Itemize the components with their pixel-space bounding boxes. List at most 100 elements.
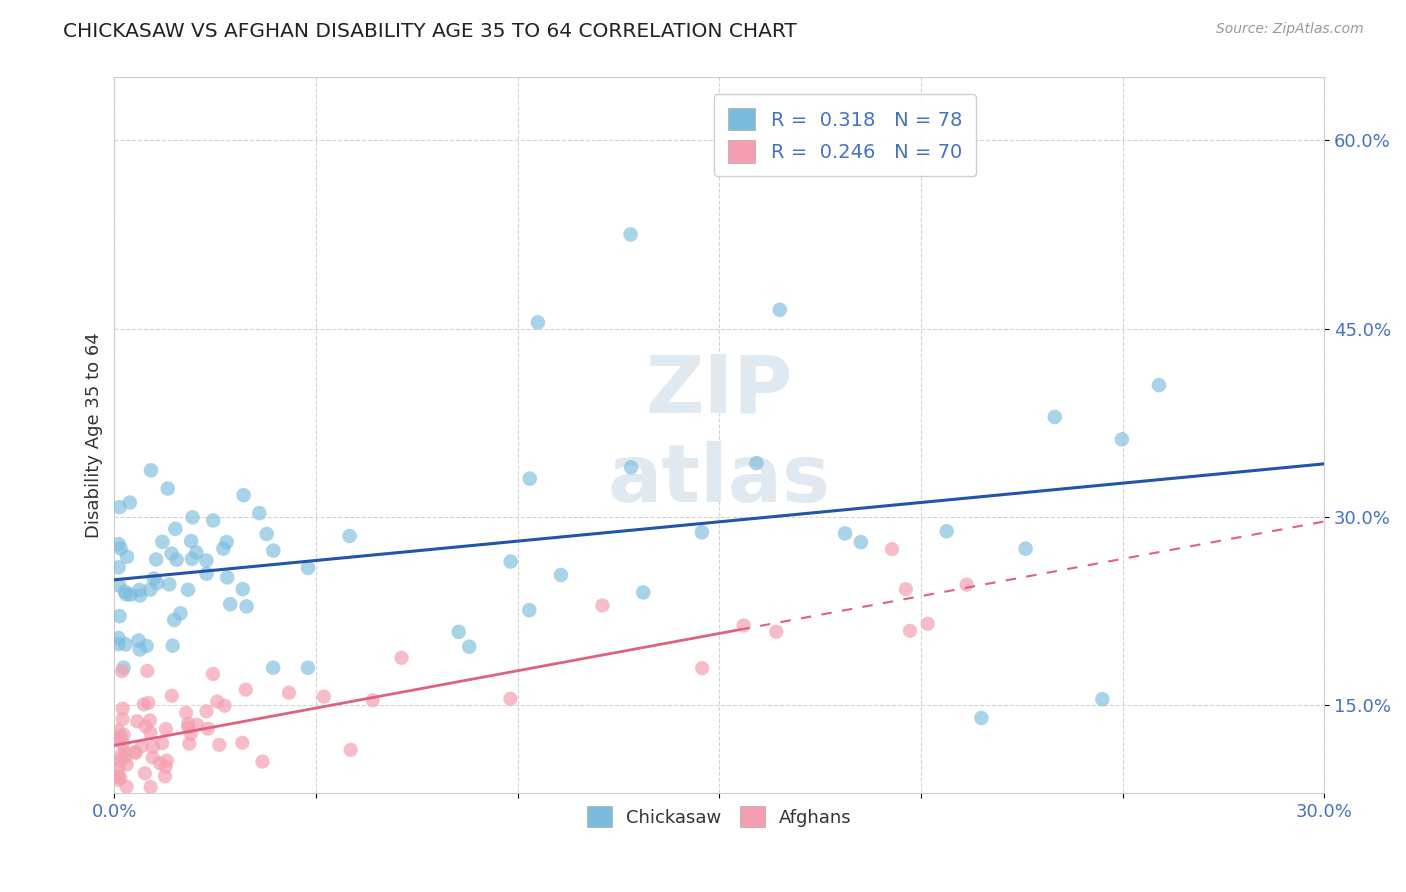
Point bbox=[110, 748, 132, 763]
Point bbox=[177, 720, 200, 734]
Point bbox=[447, 624, 470, 639]
Point bbox=[135, 639, 157, 653]
Point bbox=[142, 572, 165, 586]
Point bbox=[955, 577, 977, 591]
Point bbox=[156, 482, 179, 496]
Point bbox=[125, 714, 148, 729]
Point bbox=[232, 582, 254, 596]
Point bbox=[157, 577, 180, 591]
Point bbox=[195, 704, 218, 718]
Point bbox=[112, 728, 135, 742]
Point bbox=[197, 722, 219, 736]
Point bbox=[174, 706, 197, 720]
Point bbox=[180, 534, 202, 549]
Point bbox=[917, 616, 939, 631]
Point bbox=[970, 711, 993, 725]
Point bbox=[499, 555, 522, 569]
Point bbox=[177, 582, 200, 597]
Point bbox=[215, 535, 238, 549]
Point bbox=[894, 582, 917, 596]
Point bbox=[1091, 692, 1114, 706]
Point bbox=[110, 730, 132, 744]
Text: ZIP
atlas: ZIP atlas bbox=[607, 351, 831, 519]
Point bbox=[181, 510, 204, 524]
Point bbox=[278, 686, 301, 700]
Point bbox=[256, 527, 278, 541]
Point bbox=[115, 780, 138, 794]
Point bbox=[235, 682, 257, 697]
Point bbox=[232, 488, 254, 502]
Point bbox=[149, 756, 172, 771]
Point bbox=[235, 599, 257, 614]
Point bbox=[262, 661, 284, 675]
Point bbox=[155, 760, 177, 774]
Point bbox=[115, 587, 138, 601]
Point bbox=[252, 755, 274, 769]
Point bbox=[153, 769, 176, 783]
Point bbox=[142, 739, 165, 754]
Legend: Chickasaw, Afghans: Chickasaw, Afghans bbox=[579, 799, 859, 834]
Point bbox=[208, 738, 231, 752]
Point bbox=[519, 472, 541, 486]
Point bbox=[107, 760, 129, 774]
Point bbox=[339, 743, 361, 757]
Point bbox=[1043, 409, 1066, 424]
Point bbox=[136, 664, 159, 678]
Point bbox=[765, 624, 787, 639]
Point bbox=[163, 613, 186, 627]
Point bbox=[128, 633, 150, 648]
Point bbox=[834, 526, 856, 541]
Point bbox=[160, 689, 183, 703]
Point bbox=[186, 545, 208, 559]
Point bbox=[195, 553, 218, 567]
Point bbox=[107, 560, 129, 574]
Point bbox=[128, 582, 150, 597]
Text: Source: ZipAtlas.com: Source: ZipAtlas.com bbox=[1216, 22, 1364, 37]
Point bbox=[527, 315, 550, 329]
Point bbox=[132, 698, 155, 712]
Point bbox=[139, 780, 162, 794]
Point bbox=[107, 733, 129, 747]
Point bbox=[107, 769, 129, 783]
Point bbox=[247, 506, 270, 520]
Point bbox=[202, 513, 225, 527]
Point bbox=[129, 589, 152, 603]
Point bbox=[212, 541, 235, 556]
Point bbox=[134, 766, 156, 780]
Point bbox=[312, 690, 335, 704]
Point bbox=[108, 500, 131, 515]
Point bbox=[339, 529, 361, 543]
Point bbox=[517, 603, 540, 617]
Point bbox=[124, 746, 146, 760]
Point bbox=[156, 754, 179, 768]
Point bbox=[115, 549, 138, 564]
Point bbox=[769, 302, 792, 317]
Point bbox=[162, 639, 184, 653]
Point bbox=[131, 739, 153, 753]
Point bbox=[550, 568, 572, 582]
Point bbox=[195, 566, 218, 581]
Point bbox=[107, 723, 129, 738]
Point bbox=[186, 718, 208, 732]
Point bbox=[139, 714, 162, 728]
Point bbox=[139, 463, 162, 477]
Point bbox=[145, 552, 167, 566]
Point bbox=[155, 722, 177, 736]
Point bbox=[160, 547, 183, 561]
Point bbox=[114, 745, 136, 759]
Text: CHICKASAW VS AFGHAN DISABILITY AGE 35 TO 64 CORRELATION CHART: CHICKASAW VS AFGHAN DISABILITY AGE 35 TO… bbox=[63, 22, 797, 41]
Point bbox=[120, 588, 142, 602]
Point bbox=[297, 561, 319, 575]
Point bbox=[107, 537, 129, 551]
Point bbox=[1014, 541, 1036, 556]
Point bbox=[107, 772, 129, 787]
Point bbox=[139, 725, 162, 739]
Point bbox=[361, 693, 384, 707]
Point bbox=[142, 750, 165, 764]
Point bbox=[690, 661, 713, 675]
Point bbox=[107, 637, 129, 651]
Point bbox=[165, 522, 187, 536]
Point bbox=[202, 667, 225, 681]
Point bbox=[1111, 433, 1133, 447]
Point bbox=[898, 624, 921, 638]
